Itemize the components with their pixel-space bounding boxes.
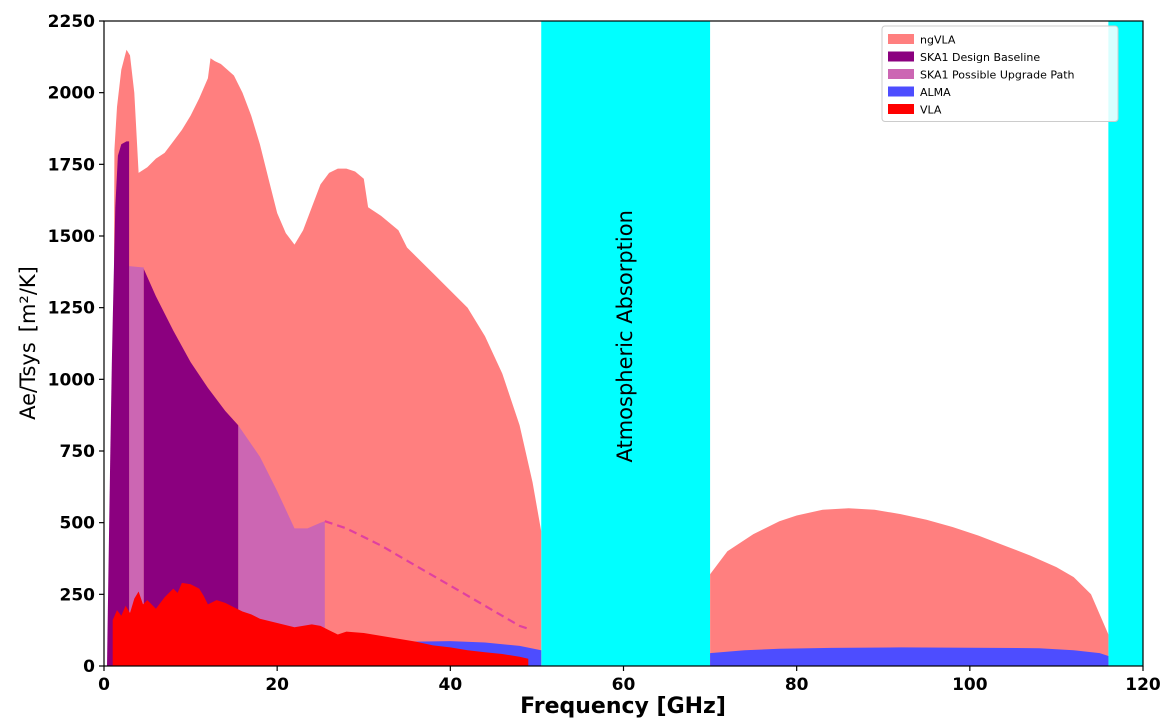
annotation-atmospheric-absorption: Atmospheric Absorption bbox=[613, 210, 637, 462]
area-ska1-possible-upgrade-path-2 bbox=[238, 425, 325, 666]
y-tick-label: 250 bbox=[60, 585, 96, 605]
area-vla-1 bbox=[112, 582, 529, 666]
area-ska1-design-baseline-1 bbox=[107, 141, 130, 666]
x-tick-label: 20 bbox=[265, 675, 289, 695]
y-tick-label: 500 bbox=[60, 514, 96, 534]
y-axis-label-unit: [m²/K] bbox=[16, 266, 40, 332]
series-areas bbox=[107, 49, 1109, 666]
absorption-bands bbox=[541, 21, 1143, 666]
legend-swatch-vla bbox=[888, 104, 914, 114]
y-tick-label: 2000 bbox=[48, 84, 95, 104]
y-axis-label-name: Ae/Tsys bbox=[16, 342, 40, 420]
y-tick-label: 0 bbox=[83, 657, 95, 677]
dashed-line-upgrade-extrapolation bbox=[324, 520, 529, 630]
legend-swatch-ska1-possible-upgrade-path bbox=[888, 69, 914, 79]
legend-swatch-alma bbox=[888, 86, 914, 97]
x-tick-label: 40 bbox=[438, 675, 462, 695]
x-tick-label: 0 bbox=[98, 675, 110, 695]
legend-swatch-ngvla bbox=[888, 34, 914, 44]
dashed-lines bbox=[324, 520, 529, 630]
x-tick-label: 60 bbox=[612, 675, 636, 695]
y-tick-label: 1250 bbox=[48, 299, 95, 319]
legend-swatch-ska1-design-baseline bbox=[888, 51, 914, 62]
x-tick-label: 100 bbox=[952, 675, 988, 695]
legend: ngVLA SKA1 Design Baseline SKA1 Possible U… bbox=[881, 25, 1119, 122]
band-atmospheric-absorption bbox=[541, 21, 711, 666]
x-axis-label: Frequency [GHz] bbox=[520, 694, 726, 719]
legend-label-ska1-design-baseline: SKA1 Design Baseline bbox=[920, 51, 1040, 64]
x-tick-label: 120 bbox=[1125, 675, 1161, 695]
x-tick-label: 80 bbox=[785, 675, 809, 695]
y-tick-label: 1750 bbox=[48, 155, 95, 175]
y-tick-label: 750 bbox=[60, 442, 96, 462]
band-atmospheric-absorption-high bbox=[1108, 21, 1143, 666]
axis-ticks: 0 20 40 60 80 100 120 0 250 500 750 1000 1250 1500 175… bbox=[48, 12, 1161, 695]
area-ska1-design-baseline-2 bbox=[143, 269, 239, 666]
area-ngvla-2 bbox=[710, 508, 1109, 666]
y-tick-label: 1000 bbox=[48, 370, 95, 390]
legend-label-ngvla: ngVLA bbox=[920, 34, 956, 47]
legend-label-ska1-possible-upgrade-path: SKA1 Possible Upgrade Path bbox=[920, 69, 1075, 82]
legend-label-alma: ALMA bbox=[920, 86, 951, 99]
y-axis-label: Ae/Tsys [m²/K] bbox=[16, 266, 40, 420]
area-ska1-possible-upgrade-path-1 bbox=[129, 266, 144, 666]
area-alma-2 bbox=[710, 647, 1109, 666]
legend-box bbox=[881, 25, 1119, 122]
annotations: Atmospheric Absorption bbox=[613, 210, 637, 462]
legend-label-vla: VLA bbox=[920, 104, 942, 117]
y-tick-label: 2250 bbox=[48, 12, 95, 32]
y-tick-label: 1500 bbox=[48, 227, 95, 247]
